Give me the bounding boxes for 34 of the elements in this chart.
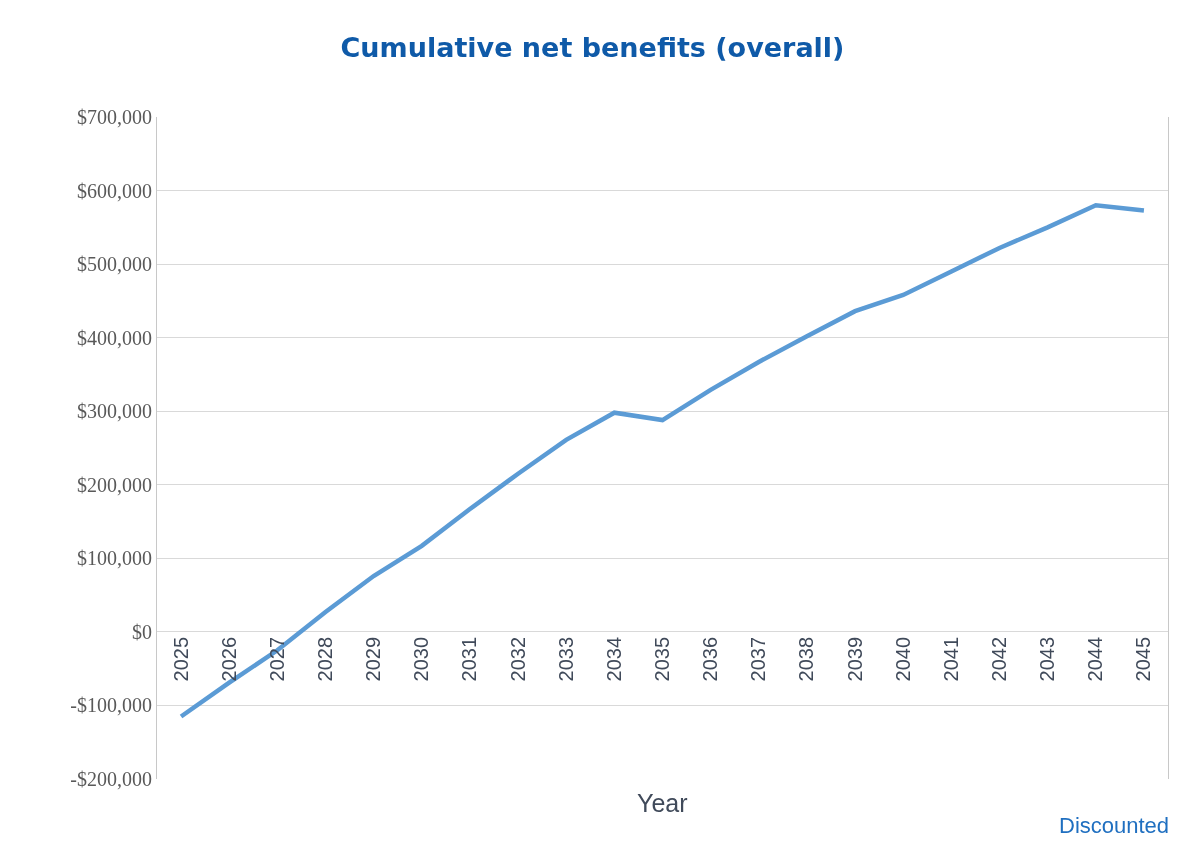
y-tick-label: -$100,000: [70, 694, 152, 717]
y-tick-label: $200,000: [77, 473, 152, 496]
y-tick-label: $500,000: [77, 253, 152, 276]
y-tick-label: -$200,000: [70, 768, 152, 790]
x-tick-label: 2039: [843, 636, 866, 682]
x-tick-label: 2031: [458, 636, 481, 682]
x-tick-label: 2038: [795, 636, 818, 682]
x-tick-label: 2042: [988, 636, 1010, 682]
x-tick-label: 2037: [747, 636, 770, 682]
x-axis-title: Year: [637, 789, 688, 817]
x-tick-label: 2029: [362, 636, 385, 682]
x-tick-label: 2043: [1036, 636, 1059, 682]
x-tick-label: 2032: [506, 636, 529, 682]
y-tick-label: $700,000: [77, 106, 152, 128]
x-tick-label: 2028: [314, 636, 336, 682]
y-tick-label: $0: [132, 620, 152, 643]
x-tick-label: 2044: [1084, 636, 1107, 682]
x-tick-label: 2035: [651, 636, 673, 682]
y-tick-label: $300,000: [77, 400, 152, 423]
x-tick-label: 2034: [602, 636, 625, 682]
y-tick-label: $400,000: [77, 326, 152, 349]
x-tick-label: 2036: [699, 636, 722, 682]
x-tick-label: 2030: [410, 636, 433, 682]
text: Discounted: [1059, 813, 1170, 838]
x-tick-label: 2025: [169, 636, 192, 682]
x-tick-label: 2027: [265, 636, 288, 682]
x-tick-label: 2041: [939, 636, 962, 682]
x-tick-label: 2026: [217, 636, 240, 682]
x-tick-label: 2045: [1132, 636, 1155, 682]
y-tick-label: $600,000: [77, 179, 152, 202]
x-tick-label: 2033: [554, 636, 577, 682]
chart-title: Cumulative net benefits (overall): [340, 32, 845, 64]
x-tick-label: 2040: [891, 636, 914, 682]
y-tick-label: $100,000: [77, 547, 152, 570]
